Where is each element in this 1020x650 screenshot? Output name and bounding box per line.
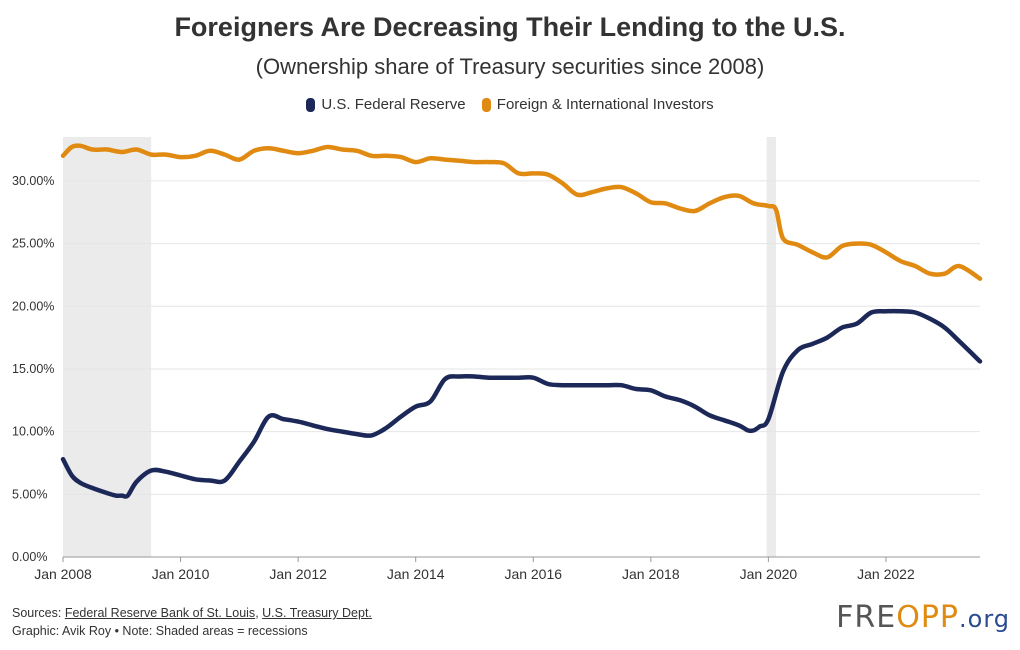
x-tick-label: Jan 2016	[504, 566, 562, 582]
series-line-foreign	[60, 143, 983, 281]
footer: Sources: Federal Reserve Bank of St. Lou…	[12, 604, 372, 640]
series-lines	[60, 143, 983, 499]
y-tick-label: 10.00%	[12, 425, 54, 439]
sources-prefix: Sources:	[12, 606, 65, 620]
legend: U.S. Federal Reserve Foreign & Internati…	[0, 96, 1020, 116]
y-tick-label: 15.00%	[12, 362, 54, 376]
y-axis-ticks: 0.00% 5.00% 10.00% 15.00% 20.00% 25.00% 30.00%	[12, 174, 54, 564]
x-tick-label: Jan 2022	[857, 566, 915, 582]
logo-text-org: .org	[959, 605, 1010, 633]
legend-swatch-foreign	[481, 97, 491, 112]
recession-band-1	[766, 137, 777, 557]
x-axis-ticks: Jan 2008 Jan 2010 Jan 2012 Jan 2014 Jan 2016…	[34, 557, 915, 582]
line-chart: 0.00% 5.00% 10.00% 15.00% 20.00% 25.00% 30.00%…	[12, 137, 983, 582]
recession-band-0	[63, 137, 152, 557]
series-line-fed	[60, 308, 983, 499]
x-tick-label: Jan 2014	[387, 566, 445, 582]
y-tick-label: 25.00%	[12, 237, 54, 251]
grid-lines	[63, 180, 980, 558]
y-tick-label: 20.00%	[12, 299, 54, 313]
freopp-logo[interactable]: FREOPP.org	[836, 600, 1010, 635]
logo-text-start: FRE	[836, 600, 897, 635]
source-link-treasury[interactable]: U.S. Treasury Dept.	[262, 606, 372, 620]
legend-item-fed[interactable]: U.S. Federal Reserve	[306, 96, 466, 113]
x-tick-label: Jan 2008	[34, 566, 92, 582]
chart-title: Foreigners Are Decreasing Their Lending …	[174, 12, 846, 42]
x-tick-label: Jan 2010	[152, 566, 210, 582]
legend-item-foreign[interactable]: Foreign & International Investors	[481, 96, 714, 113]
y-tick-label: 5.00%	[12, 487, 47, 501]
sources-line: Sources: Federal Reserve Bank of St. Lou…	[12, 604, 372, 622]
recession-shading	[63, 137, 777, 557]
chart-subtitle: (Ownership share of Treasury securities …	[255, 54, 765, 79]
x-tick-label: Jan 2018	[622, 566, 680, 582]
source-link-fed[interactable]: Federal Reserve Bank of St. Louis	[64, 606, 256, 620]
logo-text-opp: OPP	[896, 600, 959, 635]
credit-line: Graphic: Avik Roy • Note: Shaded areas =…	[12, 624, 308, 638]
x-tick-label: Jan 2012	[269, 566, 327, 582]
legend-swatch-fed	[306, 97, 316, 112]
y-tick-label: 30.00%	[12, 174, 54, 188]
y-tick-label: 0.00%	[12, 550, 47, 564]
x-tick-label: Jan 2020	[740, 566, 798, 582]
legend-label-foreign: Foreign & International Investors	[496, 96, 714, 113]
legend-label-fed: U.S. Federal Reserve	[321, 96, 466, 113]
sources-separator: ,	[255, 606, 263, 620]
